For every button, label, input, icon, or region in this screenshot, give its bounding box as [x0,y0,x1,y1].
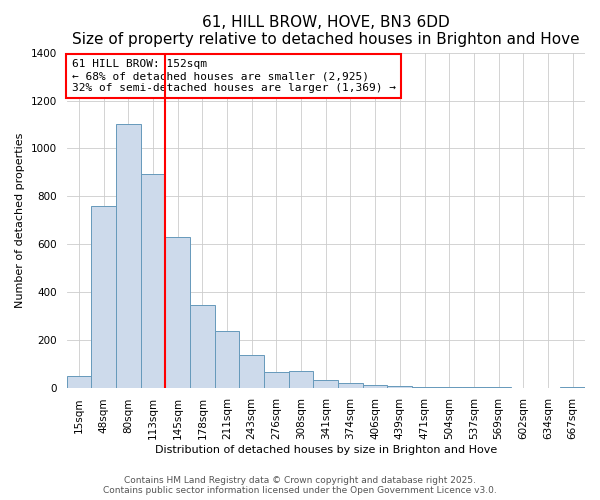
Bar [140,174,165,388]
Bar [165,237,190,388]
Bar [264,372,289,388]
Bar [190,305,215,388]
Bar [116,124,140,388]
Bar [91,206,116,388]
Bar [289,371,313,388]
Text: 61 HILL BROW: 152sqm
← 68% of detached houses are smaller (2,925)
32% of semi-de: 61 HILL BROW: 152sqm ← 68% of detached h… [72,60,396,92]
Bar [363,385,388,388]
Title: 61, HILL BROW, HOVE, BN3 6DD
Size of property relative to detached houses in Bri: 61, HILL BROW, HOVE, BN3 6DD Size of pro… [72,15,580,48]
Text: Contains HM Land Registry data © Crown copyright and database right 2025.
Contai: Contains HM Land Registry data © Crown c… [103,476,497,495]
Bar [412,387,437,388]
Bar [313,380,338,388]
X-axis label: Distribution of detached houses by size in Brighton and Hove: Distribution of detached houses by size … [155,445,497,455]
Bar [338,383,363,388]
Bar [388,386,412,388]
Bar [239,356,264,388]
Y-axis label: Number of detached properties: Number of detached properties [15,132,25,308]
Bar [67,376,91,388]
Bar [215,332,239,388]
